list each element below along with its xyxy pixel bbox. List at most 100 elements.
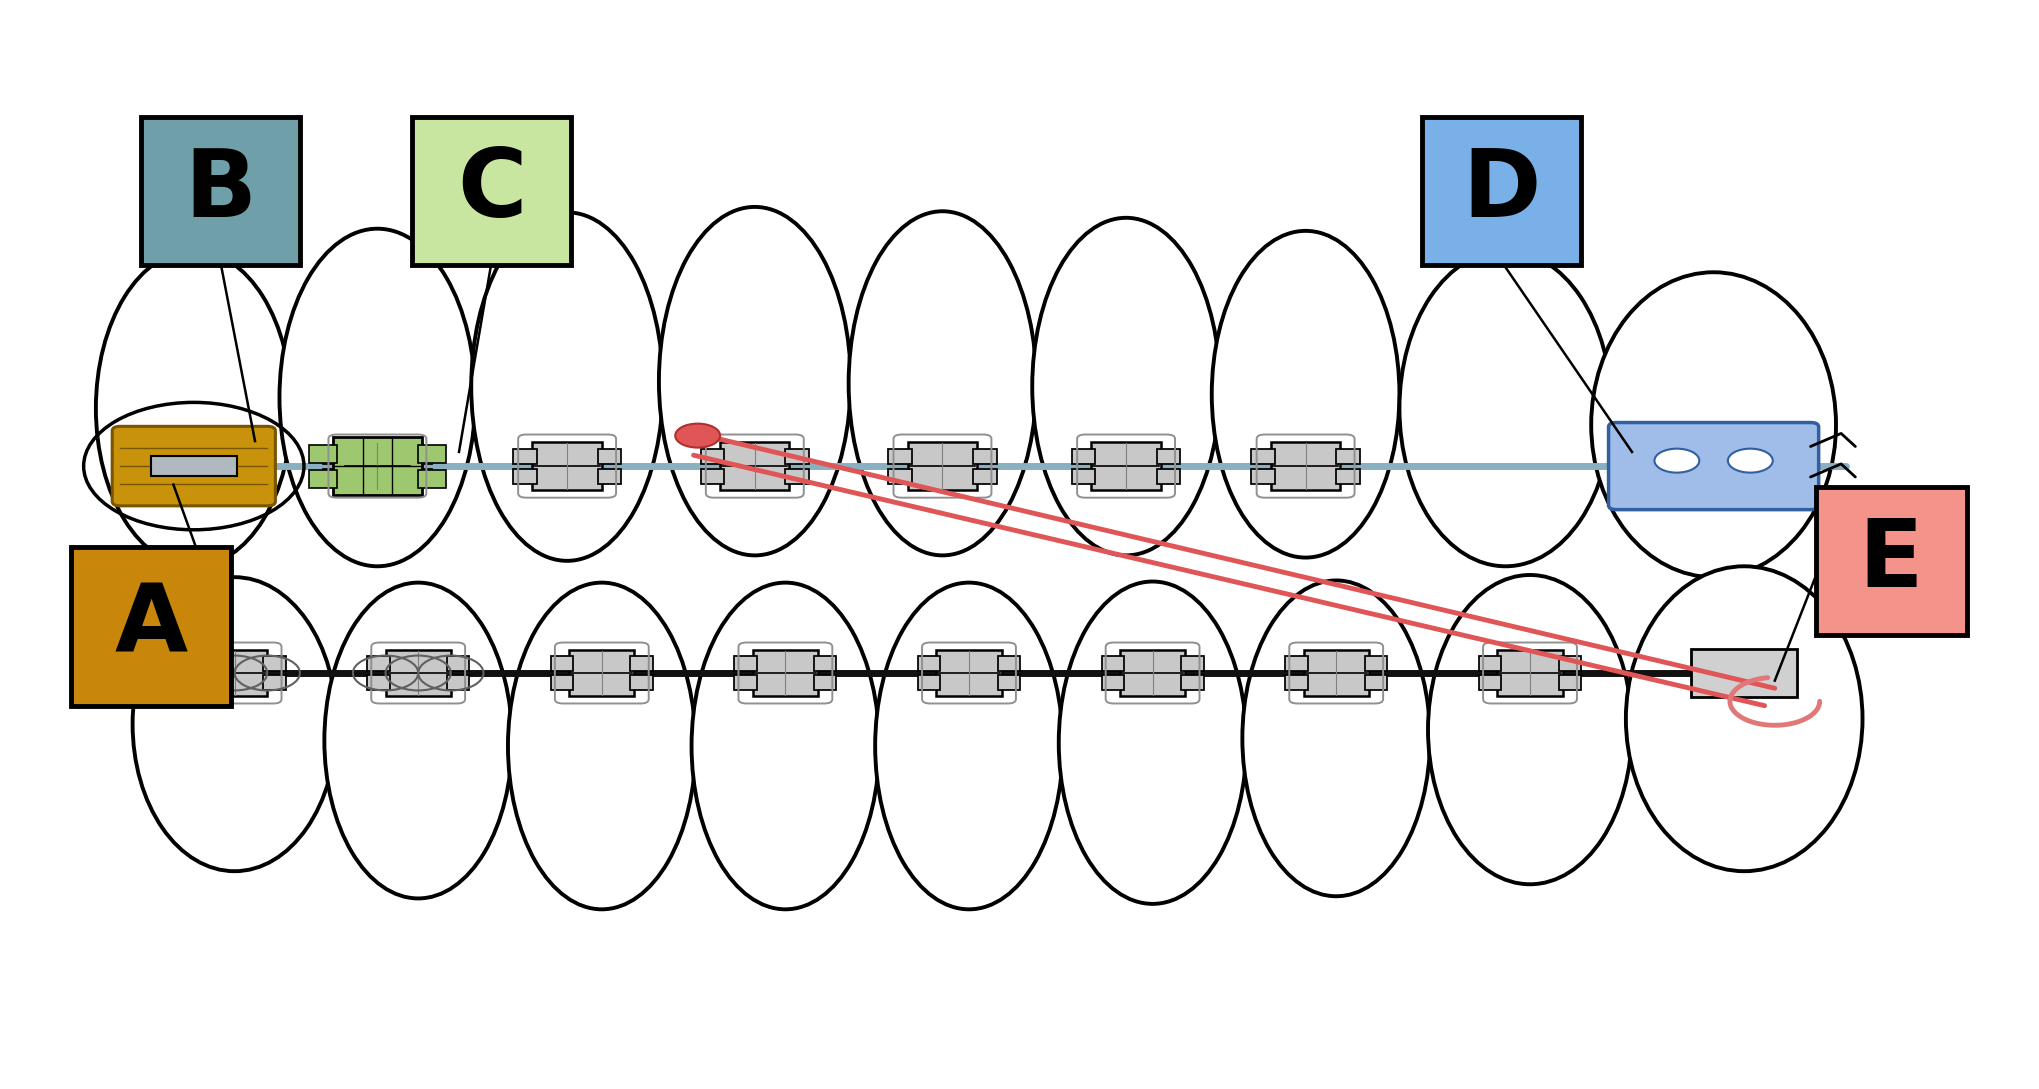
FancyBboxPatch shape — [1336, 468, 1360, 484]
FancyBboxPatch shape — [1101, 657, 1123, 671]
FancyBboxPatch shape — [418, 444, 447, 463]
Ellipse shape — [875, 583, 1062, 909]
FancyBboxPatch shape — [71, 547, 230, 706]
FancyBboxPatch shape — [447, 675, 469, 689]
Ellipse shape — [691, 583, 879, 909]
FancyBboxPatch shape — [1815, 487, 1966, 635]
FancyBboxPatch shape — [1156, 449, 1181, 464]
FancyBboxPatch shape — [997, 675, 1020, 689]
FancyBboxPatch shape — [512, 468, 536, 484]
FancyBboxPatch shape — [597, 449, 622, 464]
FancyBboxPatch shape — [699, 468, 724, 484]
FancyBboxPatch shape — [1558, 657, 1580, 671]
FancyBboxPatch shape — [597, 468, 622, 484]
Circle shape — [1654, 449, 1698, 473]
FancyBboxPatch shape — [1478, 675, 1501, 689]
FancyBboxPatch shape — [551, 675, 573, 689]
Ellipse shape — [1058, 582, 1246, 904]
Text: D: D — [1462, 145, 1539, 236]
Ellipse shape — [1211, 231, 1399, 558]
Ellipse shape — [471, 212, 663, 561]
FancyBboxPatch shape — [367, 675, 389, 689]
FancyBboxPatch shape — [1421, 117, 1580, 265]
FancyBboxPatch shape — [734, 657, 756, 671]
Ellipse shape — [659, 207, 850, 555]
FancyBboxPatch shape — [1364, 675, 1387, 689]
FancyBboxPatch shape — [1285, 657, 1307, 671]
Text: A: A — [114, 580, 188, 672]
FancyBboxPatch shape — [569, 650, 634, 696]
FancyBboxPatch shape — [1285, 675, 1307, 689]
Ellipse shape — [133, 577, 336, 871]
Text: B: B — [184, 145, 257, 236]
FancyBboxPatch shape — [263, 657, 285, 671]
FancyBboxPatch shape — [973, 468, 997, 484]
FancyBboxPatch shape — [332, 437, 422, 495]
FancyBboxPatch shape — [367, 657, 389, 671]
FancyBboxPatch shape — [1250, 449, 1274, 464]
Circle shape — [675, 424, 720, 448]
FancyBboxPatch shape — [322, 449, 347, 464]
FancyBboxPatch shape — [1091, 442, 1160, 490]
FancyBboxPatch shape — [918, 675, 940, 689]
FancyBboxPatch shape — [408, 468, 432, 484]
FancyBboxPatch shape — [1558, 675, 1580, 689]
FancyBboxPatch shape — [551, 657, 573, 671]
FancyBboxPatch shape — [412, 117, 571, 265]
FancyBboxPatch shape — [699, 449, 724, 464]
Ellipse shape — [508, 583, 695, 909]
FancyBboxPatch shape — [532, 442, 602, 490]
FancyBboxPatch shape — [973, 449, 997, 464]
Ellipse shape — [1032, 218, 1219, 555]
FancyBboxPatch shape — [308, 469, 336, 488]
FancyBboxPatch shape — [918, 657, 940, 671]
FancyBboxPatch shape — [184, 657, 206, 671]
FancyBboxPatch shape — [1119, 650, 1185, 696]
Ellipse shape — [848, 211, 1036, 555]
FancyBboxPatch shape — [1497, 650, 1562, 696]
FancyBboxPatch shape — [1336, 449, 1360, 464]
FancyBboxPatch shape — [887, 468, 911, 484]
FancyBboxPatch shape — [202, 650, 267, 696]
FancyBboxPatch shape — [814, 657, 836, 671]
FancyBboxPatch shape — [141, 117, 300, 265]
FancyBboxPatch shape — [1303, 650, 1368, 696]
FancyBboxPatch shape — [184, 675, 206, 689]
FancyBboxPatch shape — [1607, 423, 1819, 510]
Ellipse shape — [324, 583, 512, 898]
FancyBboxPatch shape — [1181, 657, 1203, 671]
FancyBboxPatch shape — [630, 675, 652, 689]
FancyBboxPatch shape — [151, 456, 237, 476]
FancyBboxPatch shape — [1270, 442, 1340, 490]
Ellipse shape — [96, 250, 292, 566]
Ellipse shape — [1242, 580, 1429, 896]
FancyBboxPatch shape — [1690, 649, 1796, 697]
Ellipse shape — [279, 229, 475, 566]
FancyBboxPatch shape — [785, 468, 809, 484]
FancyBboxPatch shape — [343, 442, 412, 490]
FancyBboxPatch shape — [630, 657, 652, 671]
FancyBboxPatch shape — [418, 469, 447, 488]
Circle shape — [1727, 449, 1772, 473]
FancyBboxPatch shape — [997, 657, 1020, 671]
FancyBboxPatch shape — [734, 675, 756, 689]
Ellipse shape — [1590, 272, 1835, 577]
Ellipse shape — [1427, 575, 1631, 884]
FancyBboxPatch shape — [1250, 468, 1274, 484]
FancyBboxPatch shape — [512, 449, 536, 464]
Text: C: C — [457, 145, 526, 236]
FancyBboxPatch shape — [1070, 468, 1095, 484]
FancyBboxPatch shape — [1070, 449, 1095, 464]
Text: E: E — [1858, 515, 1923, 607]
FancyBboxPatch shape — [322, 468, 347, 484]
FancyBboxPatch shape — [814, 675, 836, 689]
FancyBboxPatch shape — [1478, 657, 1501, 671]
FancyBboxPatch shape — [907, 442, 977, 490]
FancyBboxPatch shape — [936, 650, 1001, 696]
FancyBboxPatch shape — [112, 426, 275, 505]
Ellipse shape — [1625, 566, 1862, 871]
FancyBboxPatch shape — [408, 449, 432, 464]
FancyBboxPatch shape — [1156, 468, 1181, 484]
FancyBboxPatch shape — [887, 449, 911, 464]
FancyBboxPatch shape — [1101, 675, 1123, 689]
